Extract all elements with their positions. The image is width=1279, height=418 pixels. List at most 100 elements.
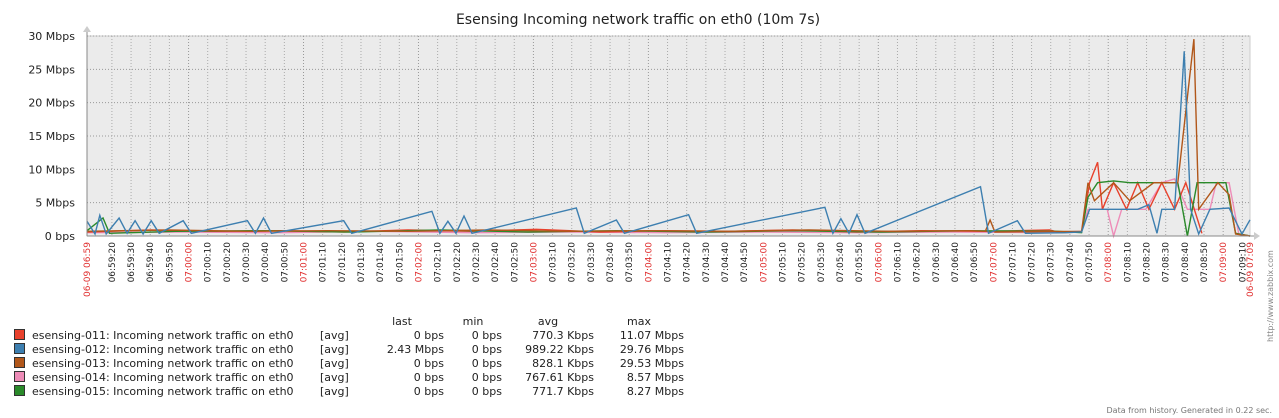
- x-tick-label: 07:00:00: [185, 242, 195, 283]
- x-tick-label: 07:05:30: [817, 242, 827, 283]
- series-line-2: [86, 51, 1251, 236]
- legend-function: [avg]: [320, 356, 349, 370]
- x-tick-label: 07:02:20: [453, 242, 463, 283]
- x-tick-label: 07:05:50: [855, 242, 865, 283]
- x-tick-label: 07:07:00: [989, 242, 999, 283]
- x-axis-labels: 06:59:20 06:59:30 06:59:40 06:59:50 07:00:00…: [83, 242, 1256, 297]
- legend-swatch: [14, 328, 25, 340]
- y-tick-label: 0 bps: [45, 230, 75, 243]
- x-tick-label: 06:59:20: [108, 242, 118, 283]
- legend-min: 0 bps: [471, 356, 502, 370]
- x-tick-label: 07:01:20: [338, 242, 348, 283]
- legend-header-min: min: [462, 314, 484, 328]
- legend-header-last: last: [392, 314, 412, 328]
- legend-function: [avg]: [320, 384, 349, 398]
- legend-series-name: esensing-011: Incoming network traffic o…: [32, 328, 294, 342]
- legend-max: 11.07 Mbps: [619, 328, 684, 342]
- x-tick-label: 07:04:10: [664, 242, 674, 283]
- legend-avg: 828.1 Kbps: [532, 356, 594, 370]
- legend-series-name: esensing-014: Incoming network traffic o…: [32, 370, 294, 384]
- x-tick-label: 07:04:30: [702, 242, 712, 283]
- legend: last min avg max esensing-011: Incoming …: [14, 314, 684, 398]
- x-tick-label: 07:07:10: [1008, 242, 1018, 283]
- x-tick-label: 07:06:50: [970, 242, 980, 283]
- x-tick-label: 07:00:10: [204, 242, 214, 283]
- x-tick-label: 07:04:20: [683, 242, 693, 283]
- x-tick-label: 07:08:20: [1143, 242, 1153, 283]
- y-tick-label: 30 Mbps: [28, 30, 75, 43]
- x-tick-label: 06:59:30: [127, 242, 137, 283]
- legend-last: 0 bps: [413, 370, 444, 384]
- x-end-label: 06-09 07:09: [1246, 242, 1256, 297]
- legend-row: esensing-014: Incoming network traffic o…: [14, 370, 684, 384]
- x-tick-label: 07:02:50: [510, 242, 520, 283]
- x-tick-label: 07:07:50: [1085, 242, 1095, 283]
- x-tick-label: 07:07:20: [1028, 242, 1038, 283]
- legend-max: 29.76 Mbps: [619, 342, 684, 356]
- x-tick-label: 07:03:30: [587, 242, 597, 283]
- legend-row: esensing-011: Incoming network traffic o…: [14, 328, 684, 342]
- y-axis-labels: 0 bps 5 Mbps 10 Mbps 15 Mbps 20 Mbps 25 Mbps 3…: [28, 30, 75, 243]
- series-lines: [86, 39, 1251, 239]
- x-tick-label: 07:06:40: [951, 242, 961, 283]
- legend-row: esensing-012: Incoming network traffic o…: [14, 342, 684, 356]
- legend-avg: 989.22 Kbps: [525, 342, 594, 356]
- legend-last: 0 bps: [413, 384, 444, 398]
- legend-avg: 770.3 Kbps: [532, 328, 594, 342]
- x-tick-label: 07:05:20: [798, 242, 808, 283]
- legend-max: 8.57 Mbps: [626, 370, 684, 384]
- legend-header-max: max: [627, 314, 651, 328]
- y-axis-arrow: [83, 26, 91, 32]
- legend-min: 0 bps: [471, 370, 502, 384]
- x-tick-label: 07:00:40: [261, 242, 271, 283]
- y-tick-label: 15 Mbps: [28, 130, 75, 143]
- x-tick-label: 07:02:40: [491, 242, 501, 283]
- legend-function: [avg]: [320, 370, 349, 384]
- x-tick-label: 07:02:00: [414, 242, 424, 283]
- x-tick-label: 07:05:40: [836, 242, 846, 283]
- x-tick-label: 07:03:20: [568, 242, 578, 283]
- x-tick-label: 07:08:30: [1162, 242, 1172, 283]
- x-tick-label: 07:01:00: [300, 242, 310, 283]
- legend-series-name: esensing-015: Incoming network traffic o…: [32, 384, 294, 398]
- x-tick-label: 07:06:10: [893, 242, 903, 283]
- chart-title: Esensing Incoming network traffic on eth…: [456, 12, 820, 28]
- x-tick-label: 07:04:50: [740, 242, 750, 283]
- x-tick-label: 07:00:20: [223, 242, 233, 283]
- legend-last: 0 bps: [413, 356, 444, 370]
- legend-swatch: [14, 384, 25, 396]
- legend-last: 2.43 Mbps: [386, 342, 444, 356]
- x-tick-label: 07:05:10: [779, 242, 789, 283]
- x-tick-label: 07:00:50: [280, 242, 290, 283]
- x-tick-label: 07:01:30: [357, 242, 367, 283]
- x-tick-label: 07:03:10: [549, 242, 559, 283]
- legend-last: 0 bps: [413, 328, 444, 342]
- x-tick-label: 07:07:40: [1066, 242, 1076, 283]
- x-tick-label: 07:06:30: [932, 242, 942, 283]
- legend-series-name: esensing-012: Incoming network traffic o…: [32, 342, 294, 356]
- x-tick-label: 07:09:10: [1238, 242, 1248, 283]
- x-start-label: 06-09 06:59: [83, 242, 93, 297]
- legend-max: 8.27 Mbps: [626, 384, 684, 398]
- x-tick-label: 07:01:40: [376, 242, 386, 283]
- x-tick-label: 07:01:10: [319, 242, 329, 283]
- x-tick-label: 07:07:30: [1047, 242, 1057, 283]
- legend-swatch: [14, 370, 25, 382]
- y-tick-label: 20 Mbps: [28, 97, 75, 110]
- x-tick-label: 07:08:50: [1200, 242, 1210, 283]
- legend-series-name: esensing-013: Incoming network traffic o…: [32, 356, 294, 370]
- legend-row: esensing-015: Incoming network traffic o…: [14, 384, 684, 398]
- x-tick-label: 07:03:50: [625, 242, 635, 283]
- x-tick-label: 07:03:40: [606, 242, 616, 283]
- legend-min: 0 bps: [471, 328, 502, 342]
- legend-function: [avg]: [320, 328, 349, 342]
- x-tick-label: 07:08:40: [1181, 242, 1191, 283]
- legend-avg: 771.7 Kbps: [532, 384, 594, 398]
- y-tick-label: 25 Mbps: [28, 63, 75, 76]
- legend-header-row: last min avg max: [14, 314, 684, 328]
- x-tick-label: 07:02:30: [472, 242, 482, 283]
- x-tick-label: 07:09:00: [1219, 242, 1229, 283]
- x-axis-arrow: [1254, 232, 1260, 240]
- legend-swatch: [14, 356, 25, 368]
